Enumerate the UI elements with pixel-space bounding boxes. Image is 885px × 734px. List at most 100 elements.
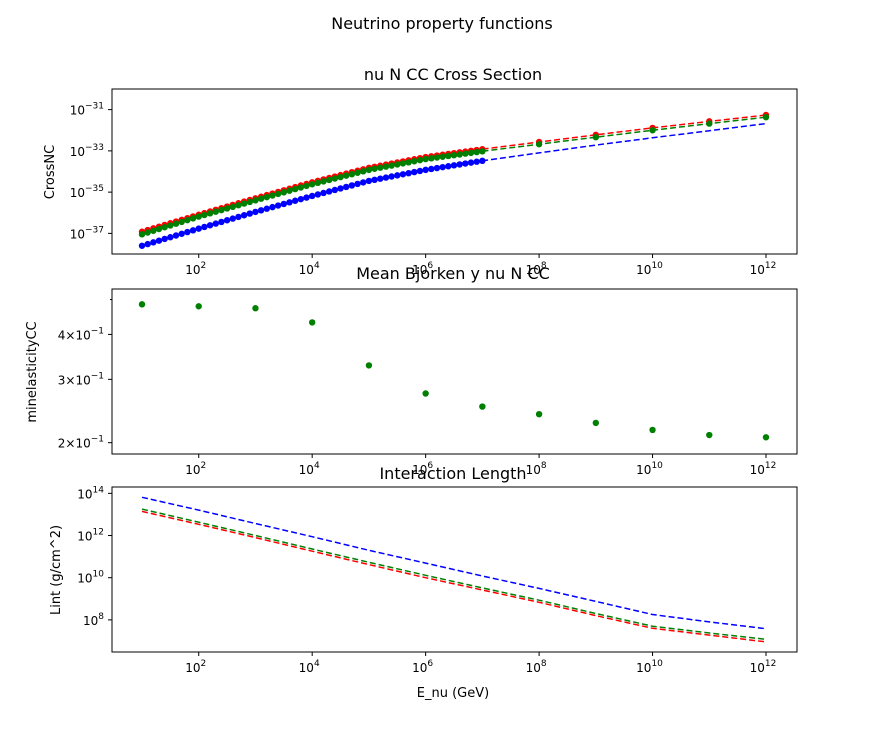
series-green-point [456, 151, 463, 158]
y-tick-label: 4×10−1 [58, 326, 104, 342]
series-green-point [439, 153, 446, 160]
series-green-point [762, 434, 770, 441]
series-green-point [269, 192, 276, 199]
y-tick-label: 1012 [77, 528, 104, 544]
series-green-point [201, 211, 208, 219]
series-green-point [246, 198, 253, 206]
series-blue-point [144, 240, 151, 248]
x-tick-label: 1010 [636, 461, 663, 477]
series-green-point [535, 141, 543, 148]
x-tick-label: 104 [299, 461, 320, 477]
series-green-point [365, 166, 373, 174]
series-blue-point [320, 189, 327, 197]
series-blue-point [280, 200, 288, 208]
series-green-point [592, 134, 600, 141]
x-tick-label: 1012 [750, 659, 777, 675]
series-blue-point [286, 199, 293, 206]
series-blue-point [178, 230, 185, 237]
x-tick-label: 106 [412, 261, 433, 277]
x-tick-label: 1010 [636, 659, 663, 675]
series-green-point [229, 203, 236, 211]
series-blue-point [462, 160, 469, 167]
x-tick-label: 108 [526, 659, 547, 675]
series-blue-point [348, 182, 356, 189]
series-green-point [252, 197, 259, 204]
series-green-point [479, 403, 486, 410]
series-green-point [382, 163, 390, 170]
series-blue-point [416, 167, 424, 175]
series-green-point [320, 178, 327, 185]
series-green-point [326, 176, 333, 184]
panel-interaction-length: Interaction Length Lint (g/cm^2) E_nu (G… [49, 464, 798, 701]
series-blue-point [223, 217, 231, 224]
series-green-point [297, 184, 305, 191]
x-tick-label: 106 [412, 659, 433, 675]
series-green-point [706, 431, 713, 439]
series-blue-point [450, 162, 458, 169]
series-blue-point [212, 220, 219, 227]
series-blue-line [141, 496, 767, 630]
panel-3-frame [111, 486, 798, 653]
series-green-point [411, 158, 418, 165]
series-blue-point [422, 166, 429, 174]
x-tick-label: 108 [526, 261, 547, 277]
series-blue-point [201, 223, 208, 231]
series-blue-point [303, 194, 310, 201]
panel-bjorken-y: Mean Bjorken y nu N CC minelasticityCC 1… [25, 264, 798, 477]
series-blue-point [479, 157, 486, 165]
series-green-point [348, 170, 356, 178]
panel-2-title: Mean Bjorken y nu N CC [356, 264, 550, 283]
series-green-point [218, 206, 225, 214]
series-blue-point [411, 168, 418, 176]
panel-cross-section: nu N CC Cross Section CrossNC 102 104 106 1… [43, 65, 798, 277]
series-blue-point [456, 161, 463, 168]
series-green-point [462, 150, 469, 157]
series-green-point [371, 165, 378, 172]
series-green-point [405, 159, 412, 166]
series-blue-point [138, 242, 146, 249]
series-green-point [450, 152, 458, 159]
series-red-line [141, 114, 767, 233]
series-blue-point [343, 183, 350, 191]
series-green-point [223, 205, 231, 212]
y-tick-label: 2×10−1 [58, 435, 104, 451]
series-green-point [308, 319, 316, 326]
series-blue-point [331, 186, 339, 194]
series-blue-point [195, 225, 202, 232]
series-green-point [337, 173, 344, 181]
series-blue-point [365, 177, 373, 185]
panel-1-title: nu N CC Cross Section [364, 65, 542, 84]
series-green-point [428, 155, 435, 162]
series-blue-point [189, 227, 197, 234]
series-blue-point [360, 179, 367, 186]
series-green-point [314, 179, 322, 187]
series-blue-point [382, 174, 390, 181]
panel-1-frame [111, 88, 798, 255]
series-blue-point [206, 222, 214, 229]
series-green-point [178, 218, 185, 226]
series-green-point [422, 155, 429, 163]
series-green-point [263, 193, 270, 201]
series-blue-point [467, 159, 475, 166]
x-tick-label: 106 [412, 461, 433, 477]
series-blue-point [150, 239, 157, 246]
series-blue-point [240, 212, 248, 219]
series-blue-point [473, 158, 480, 165]
y-tick-label: 1014 [77, 485, 104, 501]
series-blue-point [235, 213, 242, 221]
panel-3-xlabel: E_nu (GeV) [417, 686, 489, 701]
panel-2-frame [111, 288, 798, 455]
series-blue-point [388, 173, 395, 180]
series-blue-point [433, 164, 441, 172]
x-tick-label: 102 [185, 261, 206, 277]
series-green-point [252, 305, 259, 312]
series-blue-point [377, 175, 384, 182]
series-green-point [360, 168, 367, 175]
series-blue-point [394, 172, 401, 179]
series-green-point [280, 189, 288, 196]
panel-3-ylabel: Lint (g/cm^2) [49, 525, 64, 615]
x-tick-label: 102 [185, 659, 206, 675]
y-tick-label: 10−31 [70, 102, 104, 118]
series-green-point [592, 419, 600, 427]
panel-1-ylabel: CrossNC [43, 145, 58, 199]
